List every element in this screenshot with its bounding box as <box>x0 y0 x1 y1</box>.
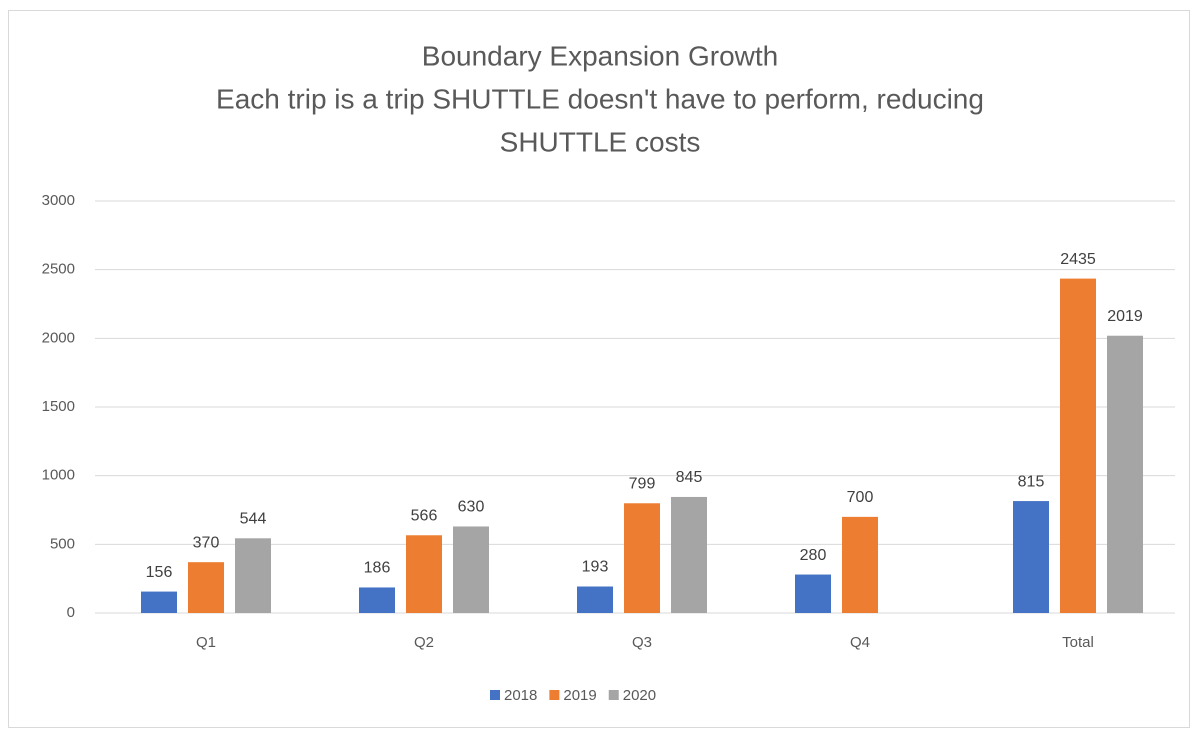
data-label: 156 <box>146 564 173 581</box>
x-tick-label: Q3 <box>632 634 652 651</box>
bar <box>406 535 442 613</box>
data-label: 2019 <box>1107 308 1143 325</box>
data-label: 186 <box>364 560 391 577</box>
legend-swatch <box>608 690 619 700</box>
data-label: 630 <box>458 499 485 516</box>
legend-swatch <box>549 690 560 700</box>
bar <box>453 526 489 613</box>
data-label: 193 <box>582 559 609 576</box>
y-tick-label: 1000 <box>42 467 75 484</box>
data-label: 280 <box>800 547 827 564</box>
bar <box>624 503 660 613</box>
bar <box>1107 335 1143 613</box>
y-tick-label: 2000 <box>42 329 75 346</box>
bar <box>188 562 224 613</box>
y-tick-label: 3000 <box>42 192 75 209</box>
x-tick-label: Total <box>1062 634 1094 651</box>
legend-label: 2018 <box>504 687 537 704</box>
data-label: 700 <box>847 489 874 506</box>
data-label: 799 <box>629 475 656 492</box>
bar <box>1060 278 1096 613</box>
chart-frame <box>8 10 1190 728</box>
x-tick-label: Q1 <box>196 634 216 651</box>
bar <box>141 591 177 613</box>
data-label: 845 <box>676 469 703 486</box>
x-tick-label: Q4 <box>850 634 870 651</box>
bar <box>795 574 831 613</box>
data-label: 815 <box>1018 473 1045 490</box>
y-tick-label: 2500 <box>42 261 75 278</box>
x-tick-label: Q2 <box>414 634 434 651</box>
bar <box>842 516 878 613</box>
legend-swatch <box>490 690 500 700</box>
legend-label: 2020 <box>623 687 656 704</box>
legend-label: 2019 <box>563 687 596 704</box>
y-tick-label: 500 <box>50 535 75 552</box>
data-label: 2435 <box>1060 251 1096 268</box>
y-tick-label: 1500 <box>42 398 75 415</box>
bar <box>235 538 271 613</box>
bar <box>577 586 613 613</box>
chart-title: Boundary Expansion Growth <box>422 40 778 71</box>
bar <box>359 587 395 613</box>
data-label: 544 <box>240 511 267 528</box>
y-tick-label: 0 <box>67 604 75 621</box>
chart-title: Each trip is a trip SHUTTLE doesn't have… <box>216 83 984 114</box>
data-label: 370 <box>193 534 220 551</box>
bar <box>1013 501 1049 613</box>
data-label: 566 <box>411 507 438 524</box>
chart-title: SHUTTLE costs <box>500 126 701 157</box>
bar <box>671 496 707 613</box>
